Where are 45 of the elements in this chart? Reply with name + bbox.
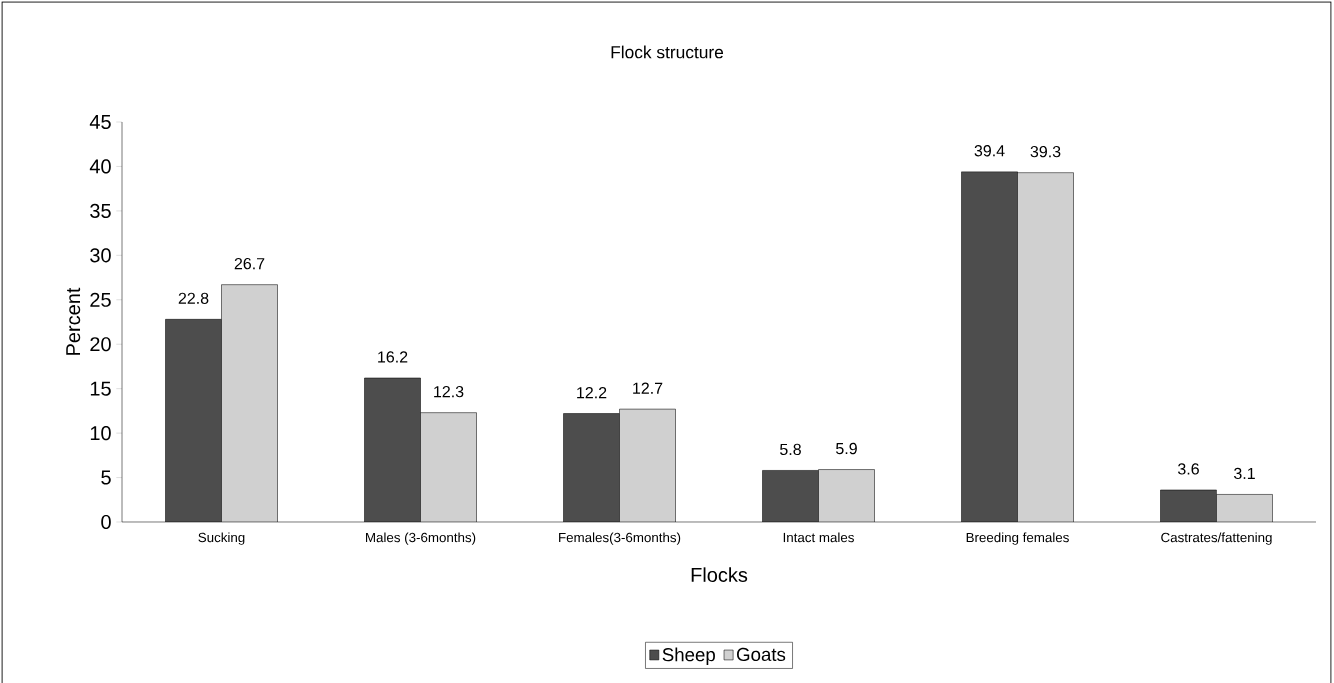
x-tick-label: Castrates/fattening — [1161, 532, 1272, 545]
data-label: 16.2 — [378, 351, 408, 363]
data-label: 12.3 — [434, 385, 464, 398]
x-tick-label: Intact males — [783, 532, 854, 543]
data-label: 3.1 — [1233, 467, 1255, 480]
data-label: 3.6 — [1177, 463, 1199, 475]
data-label: 5.9 — [836, 442, 857, 455]
bar — [1216, 494, 1273, 522]
x-tick-label: Females(3-6months) — [559, 532, 681, 545]
bar — [961, 171, 1018, 522]
data-label: 5.8 — [780, 443, 801, 456]
legend-label: Goats — [737, 647, 786, 662]
data-label: 39.3 — [1030, 145, 1061, 158]
data-label: 22.8 — [178, 292, 209, 304]
bar — [420, 412, 477, 522]
legend-label: Sheep — [662, 647, 715, 665]
y-tick-label: 30 — [90, 248, 111, 263]
data-label: 26.7 — [234, 257, 265, 270]
y-tick-label: 25 — [90, 292, 111, 307]
y-tick-label: 45 — [89, 115, 111, 129]
x-tick-label: Breeding females — [966, 532, 1069, 545]
bar — [1160, 489, 1217, 522]
x-axis-title: Flocks — [691, 567, 748, 582]
y-tick-label: 20 — [90, 337, 111, 352]
x-tick-label: Males (3-6months) — [366, 532, 476, 545]
bar — [221, 284, 278, 522]
data-label: 12.7 — [633, 382, 663, 394]
y-axis-title: Percent — [66, 287, 81, 355]
y-tick-label: 10 — [90, 426, 111, 441]
data-label: 12.2 — [577, 387, 607, 399]
x-tick-label: Sucking — [198, 532, 245, 545]
bar — [165, 319, 222, 522]
y-tick-label: 35 — [90, 203, 111, 218]
bar — [762, 470, 819, 522]
y-tick-label: 0 — [101, 514, 111, 530]
y-tick-label: 5 — [101, 470, 111, 485]
data-label: 39.4 — [974, 145, 1005, 157]
bar — [1017, 172, 1074, 522]
bar — [818, 469, 875, 522]
y-tick-label: 40 — [89, 159, 111, 174]
bar — [364, 378, 421, 522]
chart-title: Flock structure — [611, 45, 724, 59]
y-tick-label: 15 — [90, 381, 111, 396]
bar — [619, 409, 676, 522]
bar — [563, 413, 620, 522]
